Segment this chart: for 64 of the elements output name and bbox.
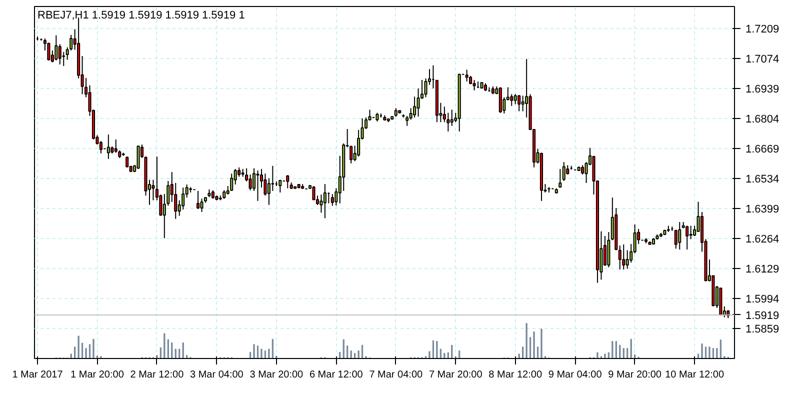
candlestick [581, 164, 584, 176]
candlestick [320, 194, 323, 214]
candlestick [54, 34, 58, 61]
candlestick [472, 79, 476, 91]
y-tick-label: 1.5859 [746, 323, 780, 336]
candlestick [47, 42, 50, 61]
candlestick [622, 244, 626, 270]
candlestick [106, 134, 110, 160]
candlestick [286, 174, 290, 189]
candlestick [252, 168, 256, 192]
y-tick-label: 1.6939 [746, 84, 780, 96]
candlestick [450, 109, 454, 126]
candlestick [686, 225, 689, 250]
candlestick [196, 190, 200, 210]
x-tick-label: 1 Mar 2017 [12, 370, 64, 380]
y-tick-label: 1.7074 [746, 54, 780, 66]
x-tick-label: 6 Mar 12:00 [309, 370, 364, 380]
x-tick-label: 7 Mar 20:00 [428, 370, 483, 380]
x-tick-label: 9 Mar 04:00 [548, 370, 602, 380]
x-tick-label: 3 Mar 20:00 [250, 370, 304, 380]
candlestick [238, 166, 241, 178]
x-tick-label: 2 Mar 12:00 [130, 370, 184, 380]
candlestick [99, 140, 102, 154]
x-tick-label: 9 Mar 20:00 [608, 370, 662, 380]
ref-line-label: 1.5919 [746, 310, 780, 322]
y-tick-label: 1.5994 [746, 293, 780, 306]
candlestick [230, 173, 234, 192]
candlestick [248, 174, 252, 191]
candlestick [413, 96, 416, 118]
x-tick-label: 8 Mar 12:00 [488, 370, 542, 380]
candlestick [514, 94, 517, 105]
candlestick [152, 179, 155, 201]
x-tick-label: 7 Mar 04:00 [369, 370, 424, 380]
candlestick [689, 225, 692, 240]
y-tick-label: 1.6264 [746, 233, 780, 246]
x-tick-label: 3 Mar 04:00 [190, 370, 244, 380]
x-tick-label: 10 Mar 12:00 [665, 370, 724, 380]
candlestick [498, 86, 502, 114]
y-tick-label: 1.6804 [746, 114, 780, 126]
candlestick [678, 222, 682, 250]
candlestick [136, 145, 140, 170]
candlestick [518, 94, 521, 112]
y-tick-label: 1.6534 [746, 174, 780, 186]
candlestick [58, 44, 62, 65]
candlestick [312, 186, 316, 201]
y-tick-label: 1.6399 [746, 203, 780, 216]
candlestick [357, 129, 360, 158]
candlestick [264, 173, 267, 196]
candlestick [126, 156, 129, 168]
y-tick-label: 1.7209 [746, 24, 780, 36]
candlestick [271, 165, 274, 192]
y-tick-label: 1.6129 [746, 263, 780, 276]
candlestick [465, 69, 468, 82]
candlestick [562, 162, 566, 182]
candlestick [521, 95, 524, 112]
candlestick [256, 170, 260, 202]
y-tick-label: 1.6669 [746, 144, 780, 156]
x-tick-label: 1 Mar 20:00 [70, 370, 124, 380]
candlestick [323, 184, 326, 219]
chart-title: RBEJ7,H1 1.5919 1.5919 1.5919 1.5919 1 [38, 10, 245, 22]
candlestick [278, 179, 282, 193]
candlestick [406, 115, 409, 126]
candlestick [330, 194, 334, 206]
candlestick [558, 168, 562, 188]
